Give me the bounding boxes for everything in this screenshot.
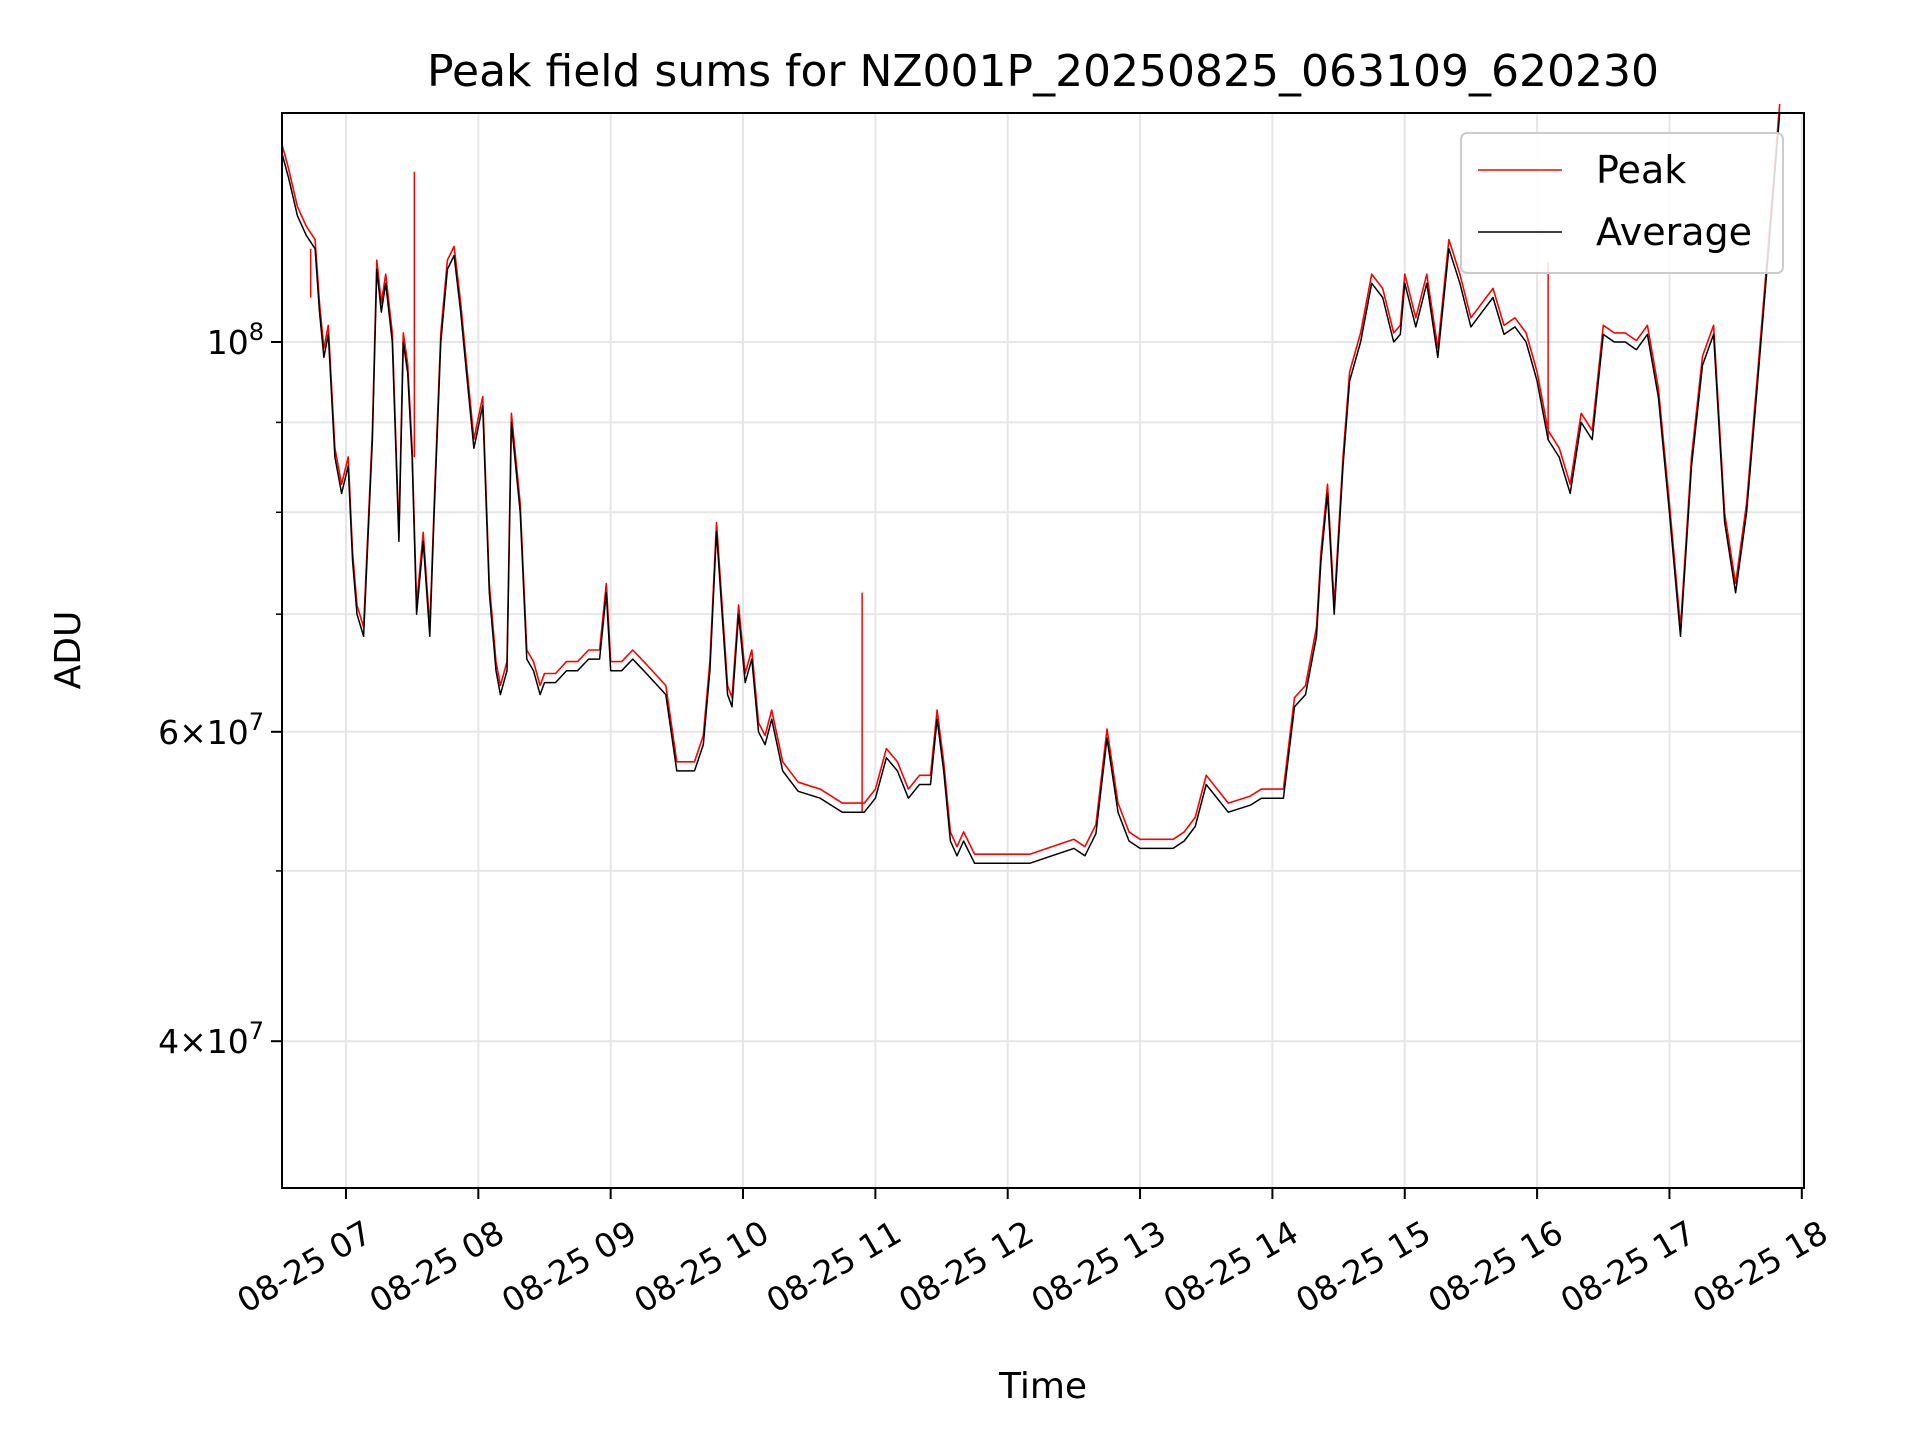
- x-axis-label: Time: [998, 1366, 1087, 1407]
- plot-lines: [281, 103, 1781, 865]
- y-tick-label: 6×107: [158, 708, 264, 752]
- legend-box: [1460, 132, 1784, 274]
- y-tick-label: 4×107: [158, 1017, 264, 1061]
- legend: Peak Average: [1460, 132, 1784, 274]
- legend-peak-label: Peak: [1596, 148, 1686, 192]
- plot-area-frame: [281, 112, 1805, 1189]
- y-tick-label: 108: [207, 318, 264, 362]
- y-axis-label: ADU: [48, 611, 89, 690]
- chart-title: Peak field sums for NZ001P_20250825_0631…: [427, 46, 1659, 97]
- legend-average-label: Average: [1596, 210, 1752, 254]
- series-average-line: [281, 112, 1781, 865]
